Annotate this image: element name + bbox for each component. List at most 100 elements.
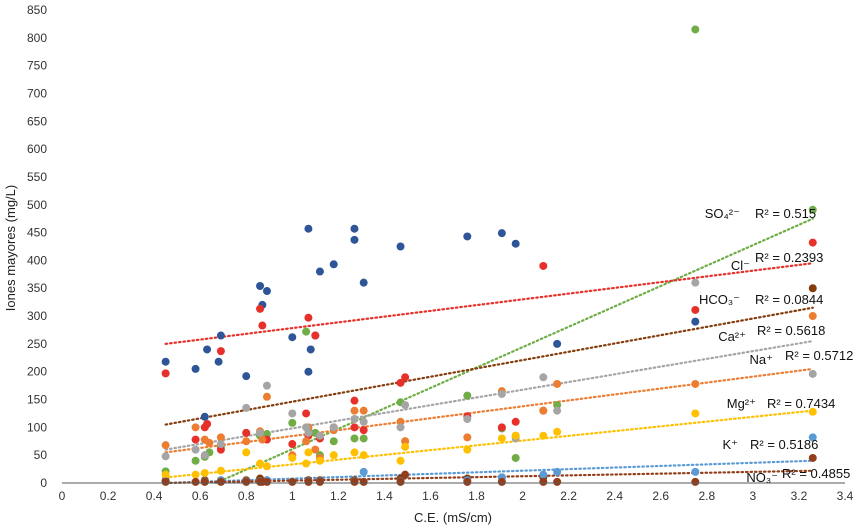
y-axis-title: Iones mayores (mg/L) [3, 185, 18, 311]
so4-trendline [214, 217, 814, 485]
cl-point [497, 423, 506, 432]
so4-r2-label: R² = 0.515 [755, 206, 816, 221]
mg-point [401, 442, 410, 451]
navy-point [288, 333, 297, 342]
cl-point [242, 428, 251, 437]
no3-point [359, 477, 368, 486]
cl-point [691, 305, 700, 314]
mg-point [256, 459, 265, 468]
no3-r2-label: R² = 0.4855 [782, 466, 850, 481]
mg-point [691, 409, 700, 418]
na-point [350, 415, 359, 424]
k-ion-label: K⁺ [722, 437, 738, 452]
points-layer [161, 25, 817, 486]
ca-trendline [164, 367, 814, 454]
navy-point [191, 364, 200, 373]
k-point [691, 467, 700, 476]
no3-point [315, 477, 324, 486]
so4-point [463, 391, 472, 400]
na-ion-label: Na⁺ [750, 352, 773, 367]
x-tick-label: 2 [519, 489, 526, 503]
na-point [539, 373, 548, 382]
cl-point [302, 409, 311, 418]
na-point [329, 423, 338, 432]
y-tick-label: 450 [27, 226, 47, 240]
cl-point [256, 304, 265, 313]
ca-point [262, 392, 271, 401]
na-point [200, 451, 209, 460]
y-tick-label: 350 [27, 281, 47, 295]
mg-point [304, 448, 313, 457]
na-point [808, 369, 817, 378]
x-tick-label: 1 [289, 489, 296, 503]
cl-point [350, 396, 359, 405]
y-tick-label: 500 [27, 198, 47, 212]
na-point [553, 406, 562, 415]
cl-point [161, 369, 170, 378]
ca-point [258, 435, 267, 444]
na-point [359, 417, 368, 426]
mg-point [808, 407, 817, 416]
na-point [396, 423, 405, 432]
cl-point [396, 378, 405, 387]
na-point [262, 381, 271, 390]
no3-point [304, 477, 313, 486]
mg-point [191, 470, 200, 479]
cl-point [311, 331, 320, 340]
navy-point [216, 331, 225, 340]
cl-point [216, 347, 225, 356]
k-point [539, 470, 548, 479]
navy-point [396, 242, 405, 251]
navy-point [497, 229, 506, 238]
hco3-r2-label: R² = 0.0844 [755, 292, 823, 307]
mg-point [511, 431, 520, 440]
na-point [691, 278, 700, 287]
cl-point [808, 238, 817, 247]
no3-point [401, 470, 410, 479]
so4-point [191, 456, 200, 465]
na-point [304, 428, 313, 437]
na-point [191, 445, 200, 454]
mg-point [539, 431, 548, 440]
ca-point [553, 379, 562, 388]
navy-point [463, 232, 472, 241]
no3-point [262, 477, 271, 486]
ca-ion-label: Ca²⁺ [718, 329, 746, 344]
cl-point [203, 420, 212, 429]
x-tick-label: 1.2 [330, 489, 347, 503]
na-point [497, 389, 506, 398]
navy-point [200, 412, 209, 421]
k-trendline [164, 459, 814, 485]
no3-ion-label: NO₃⁻ [746, 470, 778, 485]
mg-point [553, 427, 562, 436]
navy-point [214, 357, 223, 366]
no3-point [161, 477, 170, 486]
na-point [463, 415, 472, 424]
navy-point [315, 267, 324, 276]
y-tick-label: 850 [27, 3, 47, 17]
y-tick-label: 300 [27, 309, 47, 323]
na-point [161, 452, 170, 461]
no3-point [191, 477, 200, 486]
ca-point [302, 437, 311, 446]
x-tick-label: 2.6 [652, 489, 669, 503]
so4-point [511, 453, 520, 462]
mg-point [463, 445, 472, 454]
ca-point [311, 445, 320, 454]
navy-point [242, 372, 251, 381]
y-tick-labels: 0 50 100 150 200 250 300 350 400 450 500 550 600 650 7… [27, 3, 47, 490]
hco3-trendline [164, 306, 814, 426]
so4-point [329, 437, 338, 446]
k-point [553, 467, 562, 476]
cl-r2-label: R² = 0.2393 [755, 250, 823, 265]
so4-point [302, 327, 311, 336]
no3-point [242, 477, 251, 486]
so4-point [262, 430, 271, 439]
no3-point [216, 477, 225, 486]
no3-point [350, 477, 359, 486]
mg-ion-label: Mg²⁺ [727, 396, 756, 411]
cl-trendline [164, 262, 814, 345]
cl-point [401, 373, 410, 382]
no3-point [497, 477, 506, 486]
